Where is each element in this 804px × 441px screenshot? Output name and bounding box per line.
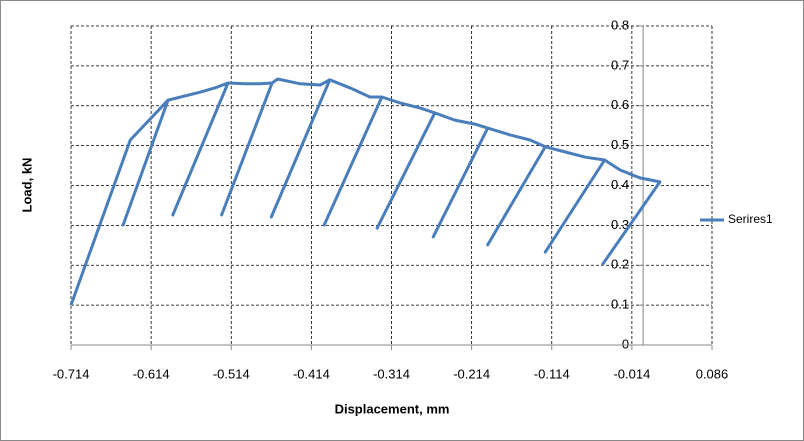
x-tick-label: -0.114: [534, 366, 570, 381]
y-tick-label: 0.2: [611, 257, 629, 272]
y-tick-label: 0.7: [611, 57, 629, 72]
y-tick-label: 0.8: [611, 17, 629, 32]
x-tick-label: -0.614: [133, 366, 170, 381]
y-tick-label: 0.1: [611, 297, 629, 312]
x-tick-label: -0.214: [453, 366, 490, 381]
x-tick-label: -0.014: [613, 366, 650, 381]
x-axis-title: Displacement, mm: [335, 401, 450, 416]
x-tick-label: -0.314: [373, 366, 410, 381]
data-line: [69, 77, 662, 306]
y-tick-label: 0.3: [611, 217, 629, 232]
y-tick-label: 0.4: [611, 177, 629, 192]
legend-label: Serires1: [728, 212, 773, 226]
y-tick-label: 0.6: [611, 97, 629, 112]
x-tick-label: 0.086: [696, 366, 729, 381]
y-tick-label: 0.5: [611, 137, 629, 152]
y-axis-title: Load, kN: [19, 158, 34, 213]
y-tick-label: 0: [622, 336, 629, 351]
x-tick-label: -0.714: [53, 366, 90, 381]
x-tick-label: -0.514: [213, 366, 250, 381]
x-tick-label: -0.414: [293, 366, 330, 381]
